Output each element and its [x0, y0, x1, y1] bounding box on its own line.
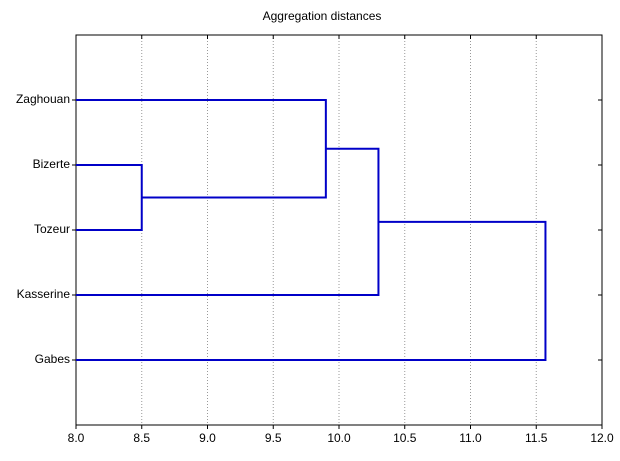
x-tick-label: 9.0 — [199, 431, 216, 445]
x-tick-label: 10.5 — [393, 431, 417, 445]
x-tick-label: 12.0 — [590, 431, 614, 445]
leaf-label: Zaghouan — [16, 92, 70, 106]
x-tick-label: 11.0 — [459, 431, 482, 445]
x-tick-label: 10.0 — [327, 431, 351, 445]
merge-link — [76, 220, 547, 361]
x-tick-label: 11.5 — [525, 431, 548, 445]
leaf-label: Kasserine — [17, 287, 71, 301]
leaf-label: Bizerte — [33, 157, 71, 171]
x-tick-label: 8.5 — [133, 431, 150, 445]
chart-title: Aggregation distances — [263, 9, 382, 23]
leaf-label: Gabes — [35, 352, 70, 366]
leaf-label: Tozeur — [34, 222, 70, 236]
x-tick-label: 8.0 — [68, 431, 85, 445]
x-tick-label: 9.5 — [265, 431, 282, 445]
